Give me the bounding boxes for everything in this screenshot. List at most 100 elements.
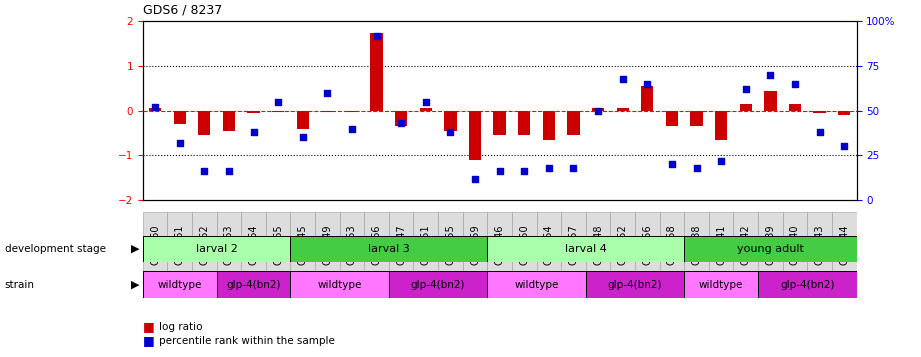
Bar (494, 111, 506, 135)
Bar (469, 111, 481, 160)
Point (787, 81, 802, 87)
FancyBboxPatch shape (487, 236, 684, 262)
Text: GSM454: GSM454 (544, 225, 554, 265)
FancyBboxPatch shape (832, 212, 857, 278)
Text: GSM461: GSM461 (175, 225, 185, 265)
Bar (321, 111, 333, 112)
Text: GDS6 / 8237: GDS6 / 8237 (143, 4, 222, 17)
FancyBboxPatch shape (389, 271, 487, 298)
Point (394, 120, 409, 126)
Text: glp-4(bn2): glp-4(bn2) (411, 280, 465, 290)
Text: glp-4(bn2): glp-4(bn2) (608, 280, 662, 290)
FancyBboxPatch shape (241, 212, 266, 278)
Bar (838, 111, 850, 115)
Text: GSM441: GSM441 (717, 225, 726, 265)
Point (640, 81, 655, 87)
Text: young adult: young adult (737, 244, 804, 254)
Bar (297, 111, 309, 129)
Text: larval 4: larval 4 (565, 244, 607, 254)
FancyBboxPatch shape (487, 271, 586, 298)
FancyBboxPatch shape (758, 271, 857, 298)
Text: GSM459: GSM459 (470, 225, 480, 265)
FancyBboxPatch shape (143, 212, 168, 278)
FancyBboxPatch shape (635, 212, 659, 278)
Point (837, 144, 852, 149)
Text: GSM465: GSM465 (274, 225, 283, 265)
Text: wildtype: wildtype (318, 280, 362, 290)
FancyBboxPatch shape (611, 212, 635, 278)
Bar (740, 104, 752, 111)
FancyBboxPatch shape (290, 212, 315, 278)
FancyBboxPatch shape (659, 212, 684, 278)
FancyBboxPatch shape (340, 212, 365, 278)
Bar (592, 109, 604, 111)
Point (493, 169, 507, 174)
Point (517, 169, 531, 174)
Text: wildtype: wildtype (514, 280, 559, 290)
FancyBboxPatch shape (216, 271, 290, 298)
Bar (567, 111, 579, 135)
Point (665, 161, 680, 167)
Bar (345, 111, 358, 112)
Point (418, 99, 433, 105)
Bar (198, 111, 210, 135)
Bar (641, 86, 654, 111)
Bar (691, 111, 703, 126)
Point (812, 129, 827, 135)
Text: larval 2: larval 2 (195, 244, 238, 254)
Bar (444, 111, 457, 131)
FancyBboxPatch shape (709, 212, 733, 278)
Text: glp-4(bn2): glp-4(bn2) (227, 280, 281, 290)
Text: GSM464: GSM464 (249, 225, 259, 265)
FancyBboxPatch shape (192, 212, 216, 278)
Point (271, 99, 286, 105)
Bar (149, 109, 161, 111)
FancyBboxPatch shape (315, 212, 340, 278)
Bar (813, 111, 826, 113)
FancyBboxPatch shape (783, 212, 808, 278)
Text: GSM451: GSM451 (421, 225, 431, 265)
Point (590, 108, 605, 114)
Text: ▶: ▶ (131, 280, 139, 290)
FancyBboxPatch shape (438, 212, 462, 278)
Text: GSM440: GSM440 (790, 225, 800, 265)
FancyBboxPatch shape (758, 212, 783, 278)
Point (443, 129, 458, 135)
Text: GSM439: GSM439 (765, 225, 775, 265)
FancyBboxPatch shape (290, 271, 389, 298)
FancyBboxPatch shape (487, 212, 512, 278)
FancyBboxPatch shape (365, 212, 389, 278)
Text: log ratio: log ratio (159, 322, 203, 332)
Bar (764, 91, 776, 111)
Text: strain: strain (5, 280, 35, 290)
FancyBboxPatch shape (143, 271, 216, 298)
FancyBboxPatch shape (290, 236, 487, 262)
FancyBboxPatch shape (684, 236, 857, 262)
Text: GSM458: GSM458 (667, 225, 677, 265)
Text: GSM460: GSM460 (150, 225, 160, 265)
Point (222, 169, 237, 174)
Bar (395, 111, 407, 126)
FancyBboxPatch shape (143, 236, 290, 262)
Text: GSM446: GSM446 (495, 225, 505, 265)
Text: GSM443: GSM443 (814, 225, 824, 265)
FancyBboxPatch shape (389, 212, 414, 278)
Bar (542, 111, 555, 140)
Point (566, 165, 581, 171)
Point (369, 33, 384, 39)
Bar (248, 111, 260, 113)
Bar (715, 111, 728, 140)
Bar (272, 111, 285, 112)
Point (689, 165, 704, 171)
Text: percentile rank within the sample: percentile rank within the sample (159, 336, 335, 346)
Point (763, 72, 777, 78)
Text: GSM453: GSM453 (347, 225, 357, 265)
Text: GSM444: GSM444 (839, 225, 849, 265)
Text: ■: ■ (143, 320, 155, 333)
Point (468, 176, 483, 181)
Text: ▶: ▶ (131, 244, 139, 254)
Bar (223, 111, 235, 131)
Bar (370, 32, 383, 111)
Text: GSM452: GSM452 (618, 225, 628, 266)
Point (615, 76, 630, 81)
